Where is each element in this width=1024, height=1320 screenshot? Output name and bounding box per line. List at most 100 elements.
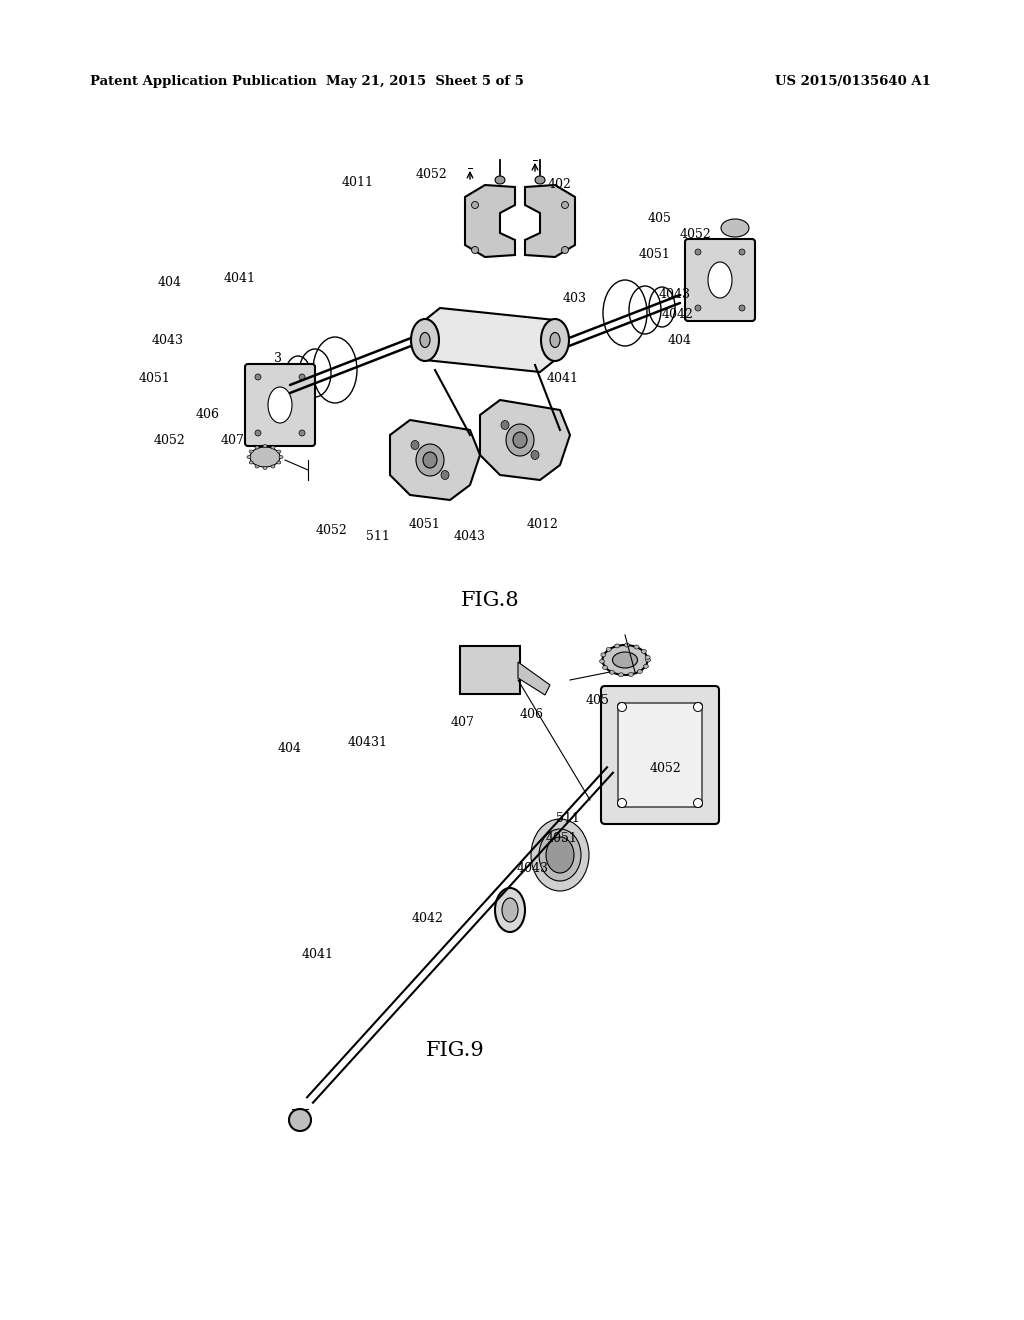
Ellipse shape	[606, 647, 611, 651]
FancyBboxPatch shape	[460, 645, 520, 694]
Polygon shape	[518, 663, 550, 696]
Text: 4042: 4042	[412, 912, 444, 924]
Ellipse shape	[250, 447, 280, 467]
Text: Patent Application Publication: Patent Application Publication	[90, 74, 316, 87]
Text: 4052: 4052	[679, 228, 711, 242]
Ellipse shape	[420, 333, 430, 347]
Text: 4012: 4012	[527, 519, 559, 532]
Ellipse shape	[550, 333, 560, 347]
Ellipse shape	[289, 1109, 311, 1131]
Ellipse shape	[276, 461, 281, 465]
Ellipse shape	[695, 305, 701, 312]
Text: 404: 404	[668, 334, 692, 346]
Ellipse shape	[423, 451, 437, 469]
Text: 404: 404	[278, 742, 302, 755]
Ellipse shape	[255, 446, 259, 449]
Text: 4052: 4052	[416, 169, 447, 181]
Polygon shape	[525, 185, 575, 257]
Ellipse shape	[617, 799, 627, 808]
Polygon shape	[480, 400, 570, 480]
FancyBboxPatch shape	[245, 364, 315, 446]
Ellipse shape	[618, 673, 624, 677]
Ellipse shape	[641, 649, 646, 653]
Ellipse shape	[637, 669, 642, 673]
Ellipse shape	[271, 446, 275, 449]
Ellipse shape	[645, 656, 650, 660]
Ellipse shape	[411, 441, 419, 450]
Ellipse shape	[502, 898, 518, 921]
Ellipse shape	[271, 465, 275, 469]
Ellipse shape	[263, 445, 267, 447]
Ellipse shape	[546, 837, 574, 873]
Text: 4043: 4043	[517, 862, 549, 874]
Text: 4051: 4051	[409, 519, 441, 532]
Text: 4041: 4041	[224, 272, 256, 285]
Ellipse shape	[695, 249, 701, 255]
Text: 4052: 4052	[316, 524, 348, 536]
Polygon shape	[425, 308, 555, 372]
Text: 4043: 4043	[454, 531, 486, 544]
Text: 405: 405	[648, 211, 672, 224]
Ellipse shape	[411, 319, 439, 360]
Ellipse shape	[247, 455, 251, 458]
Ellipse shape	[531, 818, 589, 891]
Ellipse shape	[539, 829, 581, 880]
Ellipse shape	[255, 374, 261, 380]
Text: 511: 511	[366, 531, 390, 544]
Ellipse shape	[739, 249, 745, 255]
Text: 40431: 40431	[348, 735, 388, 748]
Ellipse shape	[614, 644, 620, 648]
Ellipse shape	[721, 219, 749, 238]
Text: 3: 3	[274, 351, 282, 364]
Ellipse shape	[471, 202, 478, 209]
Text: 4051: 4051	[639, 248, 671, 261]
Ellipse shape	[535, 176, 545, 183]
Text: 405: 405	[586, 693, 610, 706]
Text: 4043: 4043	[152, 334, 184, 346]
Text: 4041: 4041	[302, 949, 334, 961]
Ellipse shape	[279, 455, 283, 458]
Ellipse shape	[495, 176, 505, 183]
Ellipse shape	[416, 444, 444, 477]
Text: FIG.8: FIG.8	[461, 590, 519, 610]
Ellipse shape	[693, 799, 702, 808]
Text: 407: 407	[451, 715, 475, 729]
Ellipse shape	[600, 659, 604, 664]
Text: 4051: 4051	[139, 371, 171, 384]
Text: 406: 406	[520, 709, 544, 722]
Ellipse shape	[495, 888, 525, 932]
Ellipse shape	[629, 672, 634, 676]
FancyBboxPatch shape	[618, 704, 702, 807]
Text: 4051: 4051	[546, 832, 578, 845]
FancyBboxPatch shape	[685, 239, 755, 321]
Ellipse shape	[561, 247, 568, 253]
Polygon shape	[390, 420, 480, 500]
Ellipse shape	[634, 645, 639, 649]
Ellipse shape	[693, 702, 702, 711]
Ellipse shape	[299, 430, 305, 436]
Text: FIG.9: FIG.9	[426, 1040, 484, 1060]
Ellipse shape	[471, 247, 478, 253]
Ellipse shape	[645, 657, 650, 663]
Ellipse shape	[541, 319, 569, 360]
Ellipse shape	[601, 653, 606, 657]
Polygon shape	[465, 185, 515, 257]
Ellipse shape	[501, 421, 509, 429]
Ellipse shape	[276, 450, 281, 453]
Ellipse shape	[513, 432, 527, 447]
Text: 406: 406	[196, 408, 220, 421]
Ellipse shape	[263, 466, 267, 470]
Ellipse shape	[249, 461, 253, 465]
Ellipse shape	[602, 665, 607, 669]
Text: 4043: 4043	[659, 289, 691, 301]
Ellipse shape	[612, 652, 638, 668]
Text: 404: 404	[158, 276, 182, 289]
Text: US 2015/0135640 A1: US 2015/0135640 A1	[775, 74, 931, 87]
Ellipse shape	[255, 430, 261, 436]
Ellipse shape	[625, 643, 630, 647]
Ellipse shape	[506, 424, 534, 455]
Ellipse shape	[739, 305, 745, 312]
Ellipse shape	[609, 671, 614, 675]
Text: 403: 403	[563, 292, 587, 305]
Text: 4042: 4042	[663, 309, 694, 322]
